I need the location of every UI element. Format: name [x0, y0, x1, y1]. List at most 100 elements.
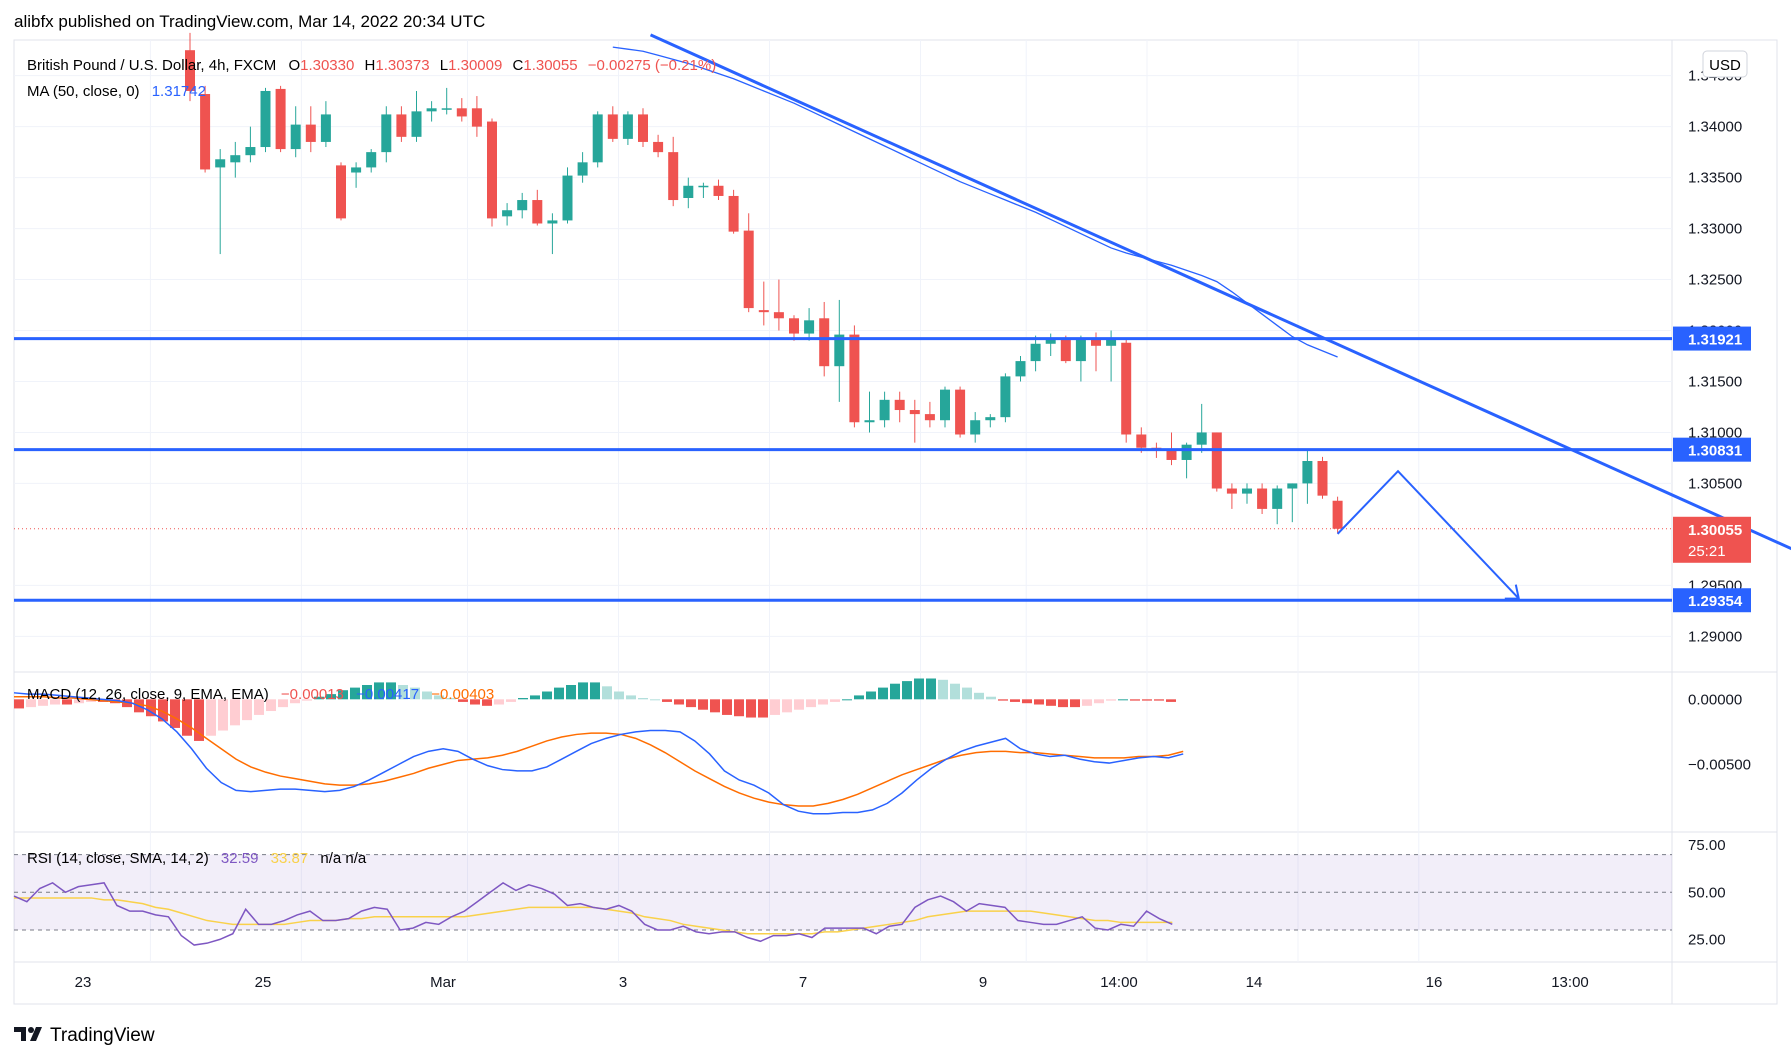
candle-body — [547, 220, 558, 224]
macd-hist-bar — [446, 698, 456, 700]
level-label-text: 1.30831 — [1688, 443, 1742, 460]
candle-body — [336, 165, 346, 219]
macd-hist-bar — [806, 699, 816, 708]
candle-body — [940, 389, 950, 421]
macd-hist-bar — [1070, 699, 1080, 708]
level-label-box — [1673, 326, 1751, 351]
candle-body — [834, 334, 845, 367]
candle-body — [366, 152, 377, 168]
main-legend[interactable]: British Pound / U.S. Dollar, 4h, FXCM O1… — [27, 57, 716, 74]
tradingview-logo[interactable]: TradingView — [14, 1025, 155, 1046]
macd-hist-bar — [362, 685, 372, 700]
macd-hist-bar — [278, 699, 288, 708]
macd-hist-bar — [1142, 699, 1152, 701]
macd-hist-bar — [14, 699, 24, 709]
candle-body — [320, 114, 331, 142]
candle-body — [1106, 338, 1117, 346]
candle-body — [185, 50, 195, 91]
candle-body — [1121, 342, 1132, 435]
ma-legend[interactable]: MA (50, close, 0) 1.31742 — [27, 83, 206, 100]
rsi-tick-label: 25.00 — [1688, 931, 1726, 948]
macd-hist-bar — [1058, 699, 1068, 708]
rsi-label: RSI (14, close, SMA, 14, 2) — [27, 850, 209, 867]
macd-hist-bar — [326, 694, 336, 700]
candle-body — [1332, 500, 1343, 529]
macd-hist-bar — [230, 699, 240, 726]
time-tick-label: 13:00 — [1551, 974, 1589, 991]
macd-hist-bar — [458, 699, 468, 702]
macd-hist-bar — [1082, 699, 1092, 706]
candle-body — [1136, 434, 1147, 448]
macd-hist-bar — [554, 687, 564, 700]
candle-body — [1242, 488, 1252, 494]
macd-legend[interactable]: MACD (12, 26, close, 9, EMA, EMA) −0.000… — [27, 686, 494, 703]
chart-frame — [13, 39, 1778, 1005]
level-label-text: 1.31921 — [1688, 332, 1742, 349]
ma-50-line — [612, 46, 1338, 358]
projection-path[interactable] — [1336, 469, 1520, 600]
time-tick-label: 14 — [1246, 974, 1263, 991]
candle-body — [789, 318, 799, 334]
macd-hist-bar — [734, 699, 744, 717]
macd-hist-bar — [434, 695, 444, 700]
macd-hist-bar — [638, 698, 648, 700]
macd-line — [13, 692, 1184, 815]
price-tick-label: 1.33500 — [1688, 170, 1742, 187]
candle-body — [215, 159, 226, 168]
macd-hist-bar — [890, 683, 900, 700]
time-tick-label: 7 — [799, 974, 807, 991]
candle-body — [532, 200, 543, 224]
macd-hist-bar — [746, 699, 756, 718]
candle-body — [1257, 488, 1268, 509]
candle-body — [728, 195, 739, 232]
macd-line-value: −0.00417 — [356, 686, 419, 703]
candle-body — [230, 155, 241, 163]
macd-hist-bar — [938, 679, 948, 700]
candle-body — [1166, 450, 1177, 460]
macd-hist-bar — [926, 678, 936, 700]
macd-hist-bar — [866, 691, 876, 700]
macd-hist-bar — [74, 699, 84, 704]
macd-hist-bar — [986, 696, 996, 700]
level-label-text: 1.29354 — [1688, 593, 1743, 610]
macd-hist-bar — [650, 699, 660, 701]
macd-hist-bar — [1130, 699, 1140, 701]
macd-hist-bar — [86, 699, 96, 702]
candle-body — [1181, 444, 1192, 460]
tv-logo-dot — [28, 1027, 34, 1033]
rsi-line — [13, 881, 1173, 946]
time-tick-label: 16 — [1426, 974, 1443, 991]
horizontal-levels — [14, 337, 1672, 602]
currency-button[interactable] — [1702, 50, 1748, 78]
macd-hist-bar — [710, 699, 720, 713]
candle-body — [849, 334, 860, 423]
low-label: L — [440, 57, 448, 74]
macd-hist-bar — [398, 685, 408, 700]
candle-body — [713, 185, 724, 196]
time-tick-label: 25 — [255, 974, 272, 991]
candle-body — [1317, 460, 1328, 496]
candle-body — [1196, 432, 1207, 445]
candle-body — [909, 410, 920, 415]
macd-hist-bar — [1118, 699, 1128, 701]
macd-hist-bar — [950, 683, 960, 700]
macd-hist-bar — [26, 699, 36, 708]
candle-body — [290, 124, 301, 150]
publisher-text: alibfx published on TradingView.com, Mar… — [14, 12, 485, 31]
candle-body — [773, 312, 784, 319]
macd-hist-bar — [626, 695, 636, 700]
rsi-legend[interactable]: RSI (14, close, SMA, 14, 2) 32.59 33.87 … — [27, 850, 367, 867]
descending-trendline[interactable] — [649, 33, 1791, 562]
open-value: 1.30330 — [300, 57, 354, 74]
price-axis: 1.345001.340001.335001.330001.325001.320… — [1673, 68, 1751, 645]
macd-hist-bar — [686, 699, 696, 708]
macd-hist-bar — [242, 699, 252, 721]
macd-hist-bar — [818, 699, 828, 705]
macd-hist-bar — [530, 695, 540, 700]
candle-body — [924, 414, 935, 421]
macd-hist-bar — [578, 682, 588, 700]
candle-body — [698, 185, 709, 188]
candle-body — [607, 114, 618, 139]
time-tick-label: Mar — [430, 974, 456, 991]
macd-signal-value: −0.00403 — [431, 686, 494, 703]
